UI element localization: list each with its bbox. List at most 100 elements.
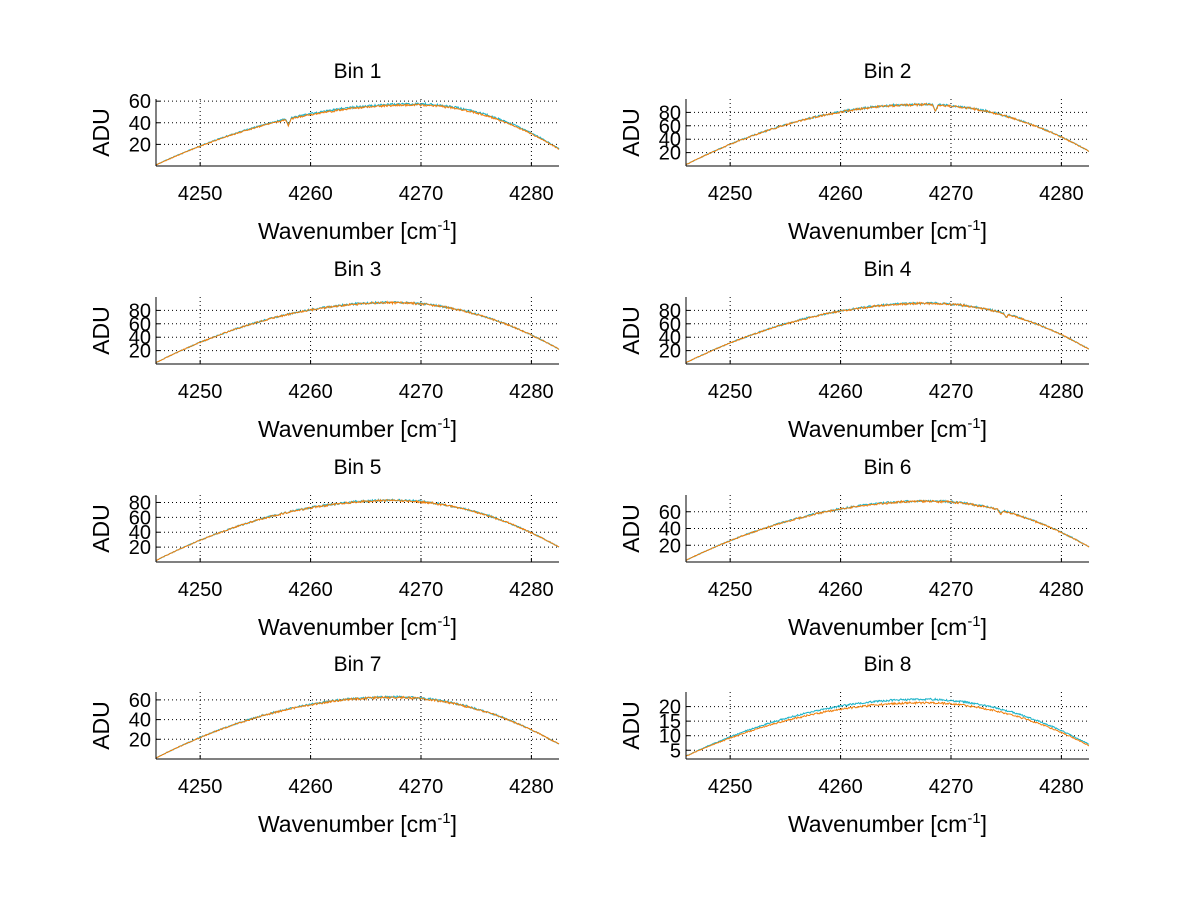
subplot-title: Bin 1 bbox=[334, 60, 382, 83]
subplot-title: Bin 6 bbox=[864, 456, 912, 479]
x-tick-label: 4270 bbox=[929, 183, 974, 205]
y-tick-label: 60 bbox=[659, 314, 681, 336]
series-line-1 bbox=[685, 499, 1090, 561]
series-line-1 bbox=[685, 697, 1090, 757]
series-line-2 bbox=[685, 701, 1090, 757]
x-tick-label: 4270 bbox=[399, 183, 444, 205]
subplot-title: Bin 7 bbox=[334, 653, 382, 676]
y-axis-label: ADU bbox=[88, 108, 114, 157]
x-tick-label: 4250 bbox=[708, 776, 753, 798]
x-axis-label: Wavenumber [cm-1] bbox=[258, 217, 457, 244]
y-axis-label: ADU bbox=[618, 306, 644, 355]
x-tick-label: 4260 bbox=[288, 579, 333, 601]
x-axis-label: Wavenumber [cm-1] bbox=[788, 415, 987, 442]
x-tick-label: 4280 bbox=[509, 579, 554, 601]
x-tick-label: 4260 bbox=[818, 579, 863, 601]
series-line-2 bbox=[685, 301, 1090, 364]
subplot-title: Bin 5 bbox=[334, 456, 382, 479]
x-tick-label: 4270 bbox=[399, 381, 444, 403]
x-tick-label: 4270 bbox=[399, 776, 444, 798]
series-line-1 bbox=[155, 694, 560, 759]
y-tick-label: 60 bbox=[129, 314, 151, 336]
x-tick-label: 4250 bbox=[178, 579, 223, 601]
x-tick-label: 4280 bbox=[509, 776, 554, 798]
y-tick-label: 80 bbox=[129, 492, 151, 514]
subplot-title: Bin 3 bbox=[334, 258, 382, 281]
x-axis-label: Wavenumber [cm-1] bbox=[788, 810, 987, 837]
x-tick-label: 4260 bbox=[818, 183, 863, 205]
y-tick-label: 20 bbox=[129, 134, 151, 156]
y-tick-label: 20 bbox=[659, 535, 681, 557]
series-line-2 bbox=[155, 498, 560, 562]
series-line-2 bbox=[685, 499, 1090, 561]
y-tick-label: 60 bbox=[129, 507, 151, 529]
subplot-title: Bin 4 bbox=[864, 258, 912, 281]
y-tick-label: 60 bbox=[129, 690, 151, 712]
subplot-title: Bin 8 bbox=[864, 653, 912, 676]
x-tick-label: 4280 bbox=[1039, 776, 1084, 798]
x-tick-label: 4280 bbox=[1039, 579, 1084, 601]
y-tick-label: 60 bbox=[659, 502, 681, 524]
x-axis-label: Wavenumber [cm-1] bbox=[258, 415, 457, 442]
x-axis-label: Wavenumber [cm-1] bbox=[788, 613, 987, 640]
y-axis-label: ADU bbox=[618, 504, 644, 553]
y-axis-label: ADU bbox=[88, 306, 114, 355]
y-tick-label: 15 bbox=[659, 711, 681, 733]
y-tick-label: 20 bbox=[129, 537, 151, 559]
y-tick-label: 20 bbox=[659, 341, 681, 363]
x-tick-label: 4270 bbox=[929, 776, 974, 798]
y-tick-label: 40 bbox=[659, 327, 681, 349]
series-line-2 bbox=[155, 300, 560, 364]
y-tick-label: 10 bbox=[659, 726, 681, 748]
x-tick-label: 4280 bbox=[509, 183, 554, 205]
y-axis-label: ADU bbox=[88, 701, 114, 750]
y-tick-label: 40 bbox=[129, 522, 151, 544]
x-tick-label: 4270 bbox=[929, 579, 974, 601]
x-tick-label: 4260 bbox=[818, 381, 863, 403]
series-line-2 bbox=[155, 103, 560, 166]
series-line-1 bbox=[155, 101, 560, 166]
x-tick-label: 4270 bbox=[399, 579, 444, 601]
x-tick-label: 4250 bbox=[708, 381, 753, 403]
x-tick-label: 4260 bbox=[288, 776, 333, 798]
y-tick-label: 20 bbox=[659, 143, 681, 165]
y-tick-label: 60 bbox=[659, 116, 681, 138]
x-tick-label: 4280 bbox=[1039, 183, 1084, 205]
y-tick-label: 40 bbox=[659, 129, 681, 151]
x-tick-label: 4250 bbox=[178, 183, 223, 205]
y-tick-label: 20 bbox=[129, 729, 151, 751]
x-tick-label: 4250 bbox=[178, 776, 223, 798]
x-tick-label: 4260 bbox=[288, 183, 333, 205]
x-tick-label: 4250 bbox=[708, 579, 753, 601]
y-axis-label: ADU bbox=[618, 701, 644, 750]
x-tick-label: 4260 bbox=[818, 776, 863, 798]
x-tick-label: 4280 bbox=[509, 381, 554, 403]
y-tick-label: 60 bbox=[129, 91, 151, 113]
series-line-1 bbox=[685, 301, 1090, 364]
x-axis-label: Wavenumber [cm-1] bbox=[258, 810, 457, 837]
y-tick-label: 20 bbox=[129, 341, 151, 363]
series-line-1 bbox=[155, 498, 560, 562]
x-axis-label: Wavenumber [cm-1] bbox=[258, 613, 457, 640]
y-tick-label: 40 bbox=[129, 710, 151, 732]
y-tick-label: 80 bbox=[129, 300, 151, 322]
y-tick-label: 20 bbox=[659, 697, 681, 719]
y-tick-label: 40 bbox=[129, 327, 151, 349]
x-tick-label: 4270 bbox=[929, 381, 974, 403]
x-tick-label: 4250 bbox=[708, 183, 753, 205]
series-line-2 bbox=[155, 695, 560, 759]
y-axis-label: ADU bbox=[618, 108, 644, 157]
y-tick-label: 5 bbox=[670, 740, 681, 762]
y-tick-label: 80 bbox=[659, 300, 681, 322]
x-tick-label: 4280 bbox=[1039, 381, 1084, 403]
x-tick-label: 4250 bbox=[178, 381, 223, 403]
